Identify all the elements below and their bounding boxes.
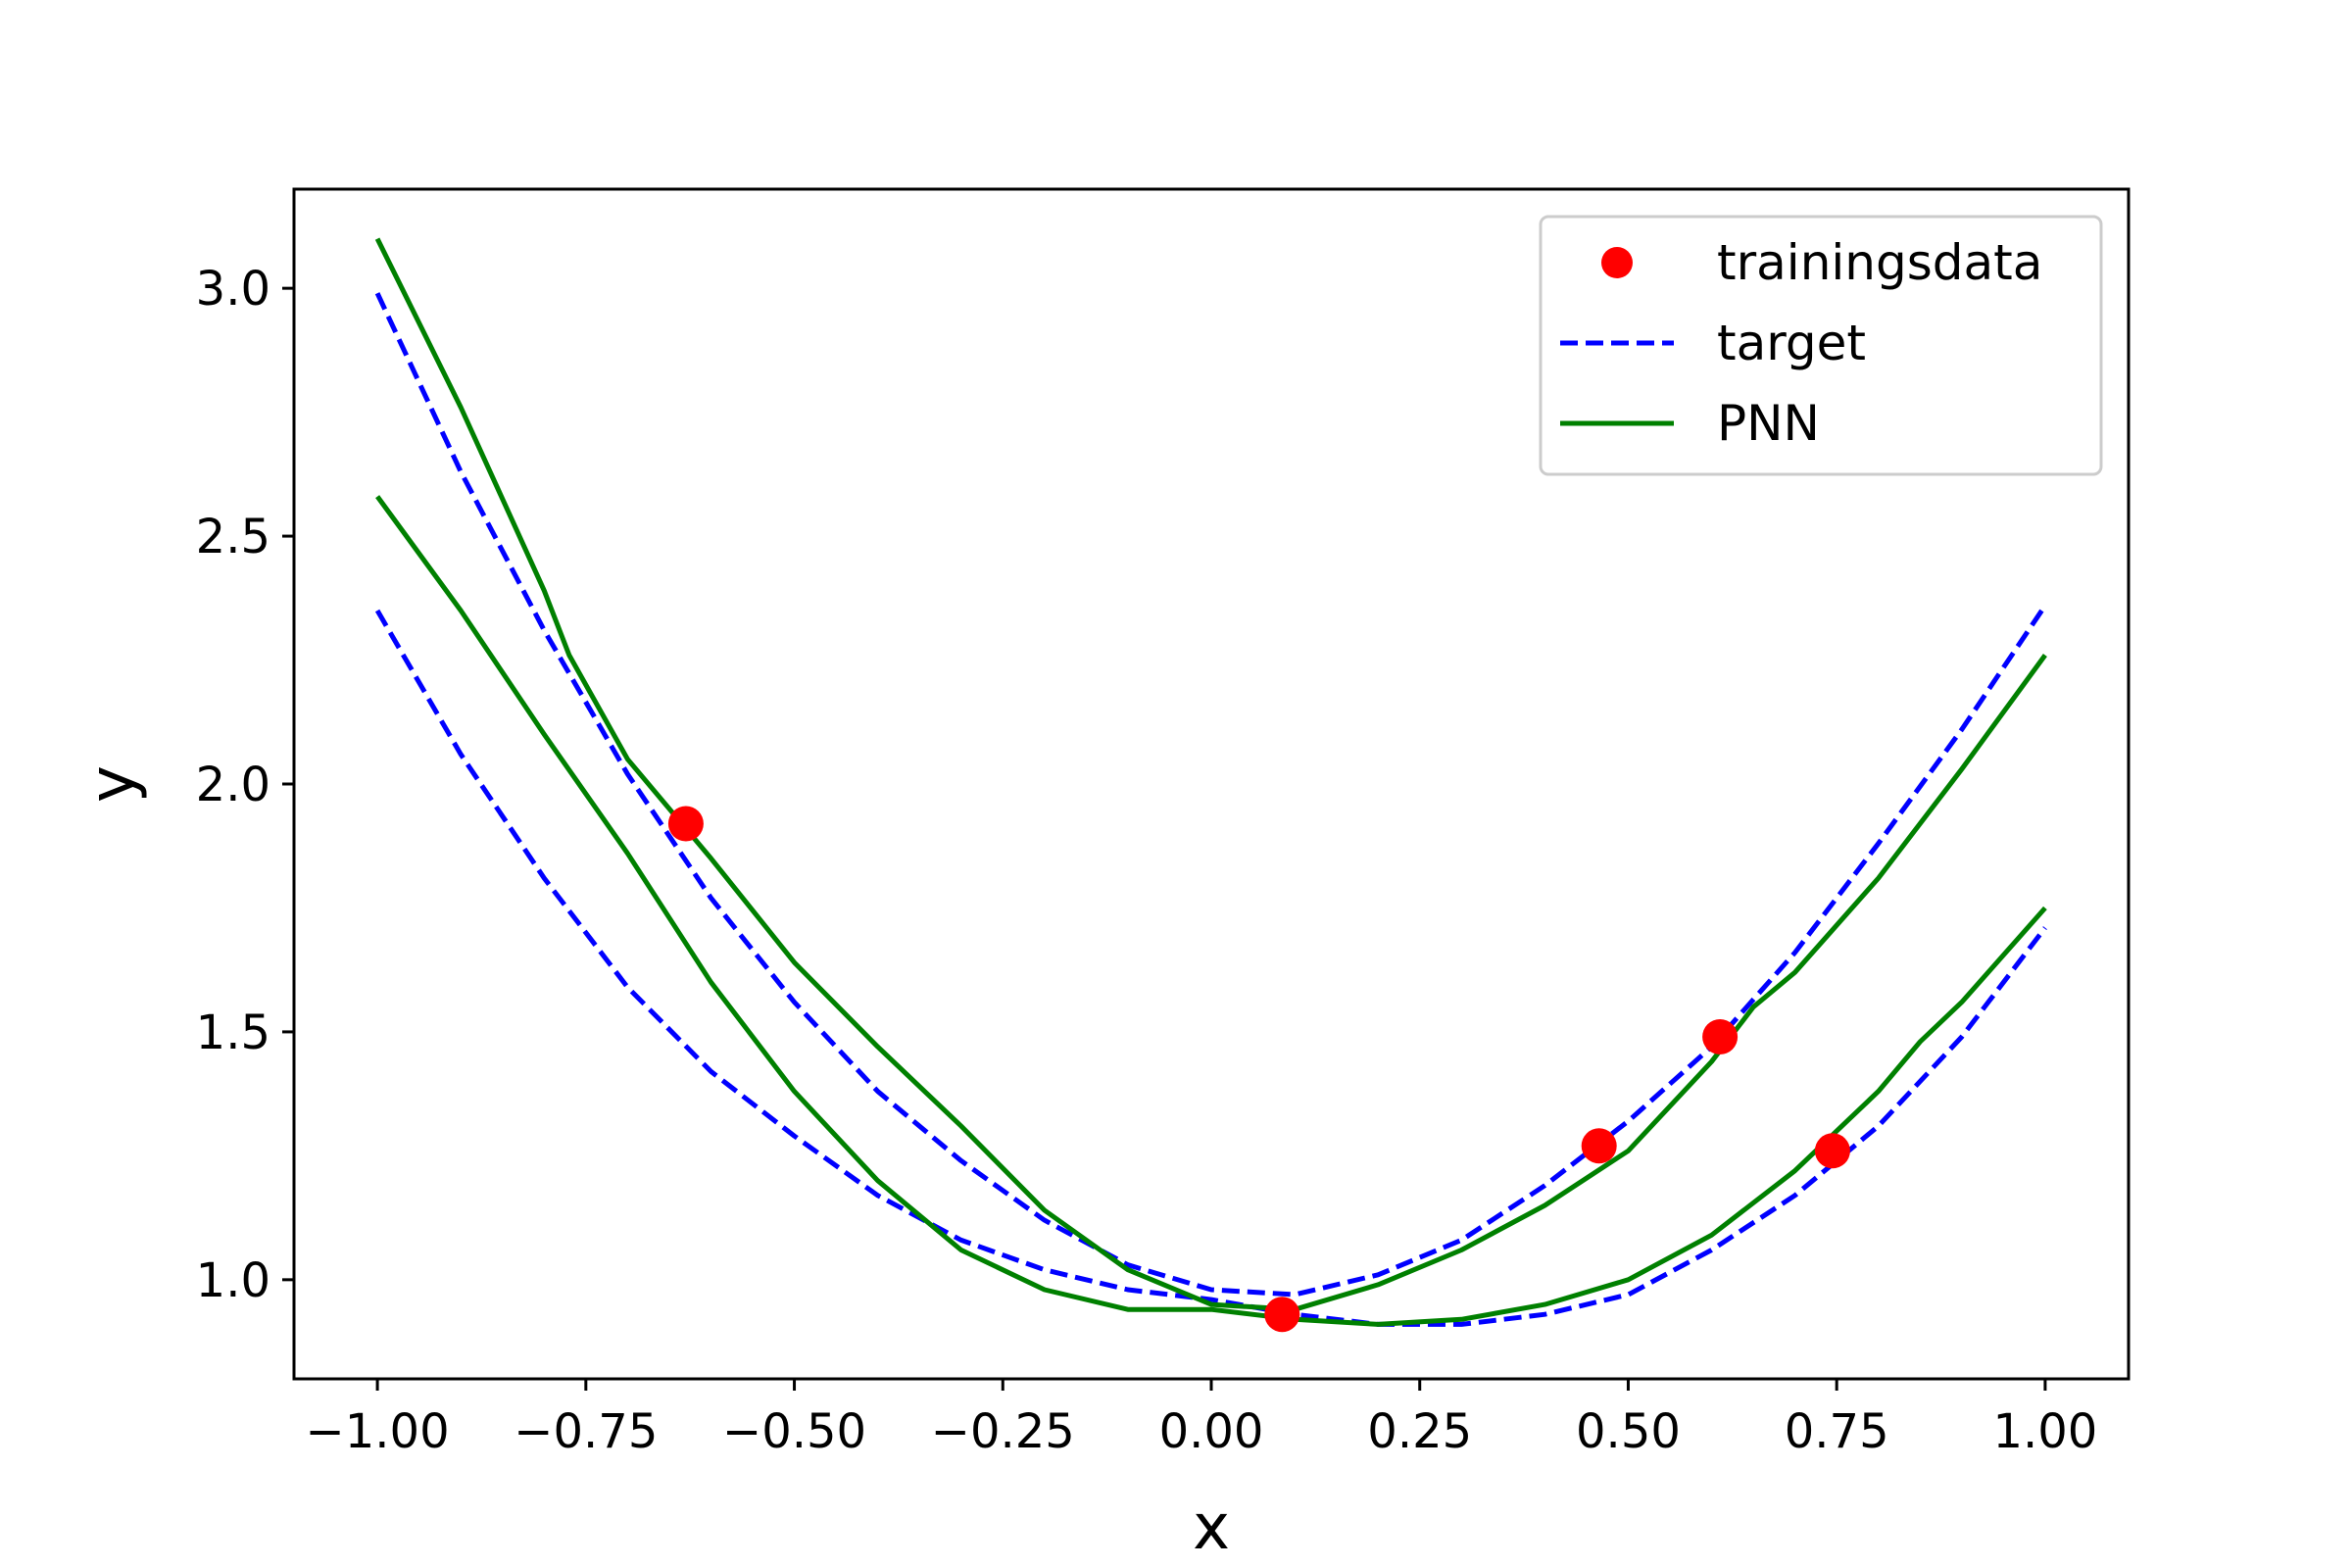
series-line-target-1	[374, 292, 2047, 1298]
legend-label-trainingsdata: trainingsdata	[1717, 234, 2042, 291]
x-tick-label: 0.75	[1785, 1404, 1889, 1459]
x-tick-label: 0.50	[1576, 1404, 1681, 1459]
data-point-2	[1264, 1297, 1300, 1333]
series-line-target-2	[374, 609, 2047, 1327]
x-tick-label: 1.00	[1992, 1404, 2097, 1459]
x-axis-ticks: −1.00 −0.75 −0.50 −0.25 0.00 0.25 0.50 0.75 1.00	[306, 1379, 2097, 1459]
x-tick-label: −0.50	[722, 1404, 866, 1459]
series-line-pnn-3	[374, 237, 2047, 1312]
x-tick-label: −0.75	[514, 1404, 658, 1459]
x-tick-label: 0.25	[1367, 1404, 1472, 1459]
data-point-3	[1581, 1128, 1617, 1164]
legend-box	[1539, 215, 2103, 476]
y-tick-label: 1.5	[196, 1005, 270, 1060]
y-tick-label: 1.0	[196, 1253, 270, 1308]
y-tick-label: 2.5	[196, 510, 270, 564]
legend-marker-trainingsdata	[1601, 247, 1633, 278]
y-tick-label: 3.0	[196, 262, 270, 317]
x-tick-label: −0.25	[931, 1404, 1075, 1459]
points-layer	[667, 806, 1850, 1333]
series-line-pnn-4	[375, 495, 2047, 1327]
x-axis-label: x	[1193, 1492, 1230, 1564]
data-point-5	[1814, 1133, 1850, 1169]
legend-label-pnn: PNN	[1717, 395, 1820, 452]
x-tick-label: 0.00	[1159, 1404, 1264, 1459]
data-point-1	[667, 806, 704, 842]
data-point-4	[1702, 1019, 1739, 1054]
series-layer	[374, 237, 2047, 1327]
legend: trainingsdata target PNN	[1539, 215, 2103, 476]
y-axis-label: y	[76, 765, 149, 803]
x-tick-label: −1.00	[306, 1404, 450, 1459]
y-tick-label: 2.0	[196, 758, 270, 812]
legend-label-target: target	[1717, 315, 1866, 371]
y-axis-ticks: 1.0 1.5 2.0 2.5 3.0	[196, 262, 294, 1308]
